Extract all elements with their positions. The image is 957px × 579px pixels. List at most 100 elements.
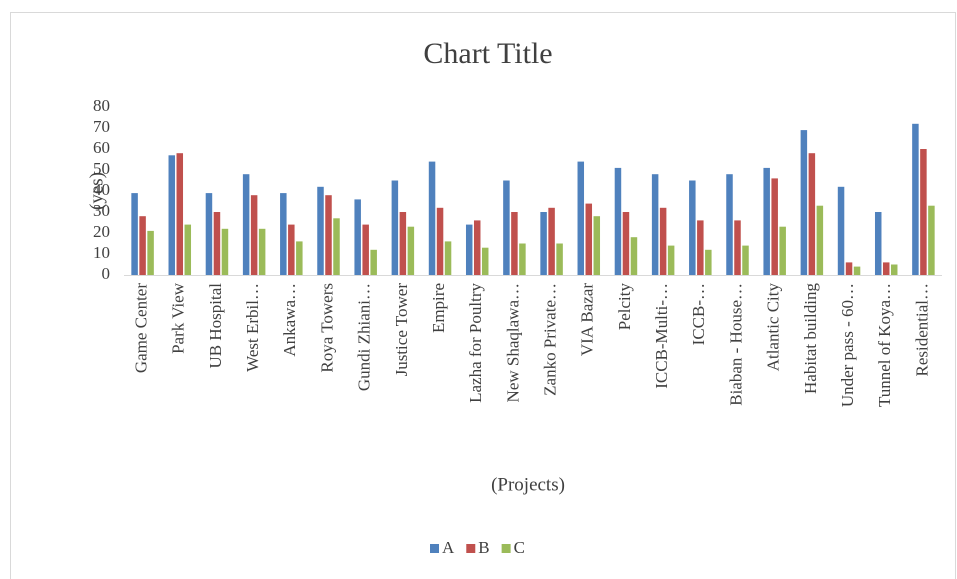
x-tick-label: ICCB-Multi-… — [652, 283, 671, 389]
x-tick-label: Justice Tower — [392, 283, 411, 377]
bar — [519, 243, 526, 275]
y-tick-label: 50 — [93, 159, 110, 178]
bar — [920, 149, 927, 275]
bar — [176, 153, 184, 275]
x-tick-label: Game Center — [131, 283, 150, 373]
y-tick-label: 10 — [93, 243, 110, 262]
bar — [667, 245, 675, 275]
bar — [726, 174, 733, 275]
bar — [622, 212, 630, 275]
x-tick-label: Habitat building — [801, 283, 820, 394]
legend-label: C — [514, 538, 525, 557]
bar — [436, 207, 444, 275]
x-tick-label: Gundi Zhiani… — [355, 283, 374, 391]
bar — [465, 224, 473, 275]
bar — [139, 216, 146, 275]
y-tick-label: 0 — [102, 264, 111, 283]
bar — [651, 174, 659, 275]
bar — [771, 178, 778, 275]
bar — [556, 243, 563, 275]
x-tick-label: Biaban - House… — [726, 283, 745, 406]
bar — [317, 186, 324, 275]
legend-label: A — [442, 538, 455, 557]
bar — [325, 195, 332, 275]
bar — [131, 193, 138, 275]
bar — [800, 130, 808, 275]
bar — [630, 237, 638, 275]
bar — [614, 167, 622, 275]
bar — [837, 186, 845, 275]
y-tick-label: 80 — [93, 96, 110, 115]
y-axis-label: (yes) — [86, 172, 107, 210]
x-tick-label: VIA Bazar — [578, 283, 597, 357]
x-tick-label: Pelcity — [615, 283, 634, 331]
bar — [184, 224, 192, 275]
bar — [481, 247, 489, 275]
bar — [705, 249, 712, 275]
legend-swatch — [430, 544, 439, 553]
bar — [816, 205, 824, 275]
x-tick-label: ICCB-… — [689, 283, 708, 345]
bar — [503, 180, 510, 275]
bar — [928, 205, 935, 275]
bar — [689, 180, 696, 275]
y-tick-label: 60 — [93, 138, 110, 157]
bar — [853, 266, 861, 275]
legend-swatch — [466, 544, 476, 553]
bar — [242, 174, 250, 275]
x-tick-label: Under pass - 60… — [838, 283, 857, 407]
bar — [428, 161, 436, 275]
bar — [845, 262, 853, 275]
chart-title: Chart Title — [423, 37, 552, 70]
bar — [882, 262, 890, 275]
bar — [288, 224, 295, 275]
y-tick-label: 20 — [93, 222, 110, 241]
bar — [779, 226, 786, 275]
y-tick-label: 30 — [93, 201, 110, 220]
legend-swatch — [501, 544, 511, 553]
x-tick-label: UB Hospital — [206, 283, 225, 369]
bar — [370, 249, 377, 275]
bar — [540, 212, 547, 275]
bar — [593, 216, 601, 275]
bar — [473, 220, 481, 275]
bar — [763, 167, 770, 275]
bar — [407, 226, 415, 275]
chart-border — [10, 12, 956, 579]
bar — [912, 123, 919, 275]
x-tick-label: Atlantic City — [764, 283, 783, 372]
bar — [808, 153, 816, 275]
bar — [147, 230, 154, 275]
bar — [511, 212, 518, 275]
x-tick-label: Lazha for Poultry — [466, 283, 485, 403]
x-axis-label: (Projects) — [491, 474, 565, 495]
bar — [585, 203, 593, 275]
x-tick-label: West Erbil… — [243, 283, 262, 372]
bar — [399, 212, 407, 275]
x-tick-label: Empire — [429, 283, 448, 333]
bar — [548, 207, 555, 275]
bar — [213, 212, 221, 275]
x-tick-label: Park View — [169, 282, 188, 354]
bar — [280, 193, 287, 275]
bar — [205, 193, 213, 275]
bar — [250, 195, 258, 275]
bar — [296, 241, 303, 275]
x-tick-label: Residential… — [912, 283, 931, 376]
bar — [333, 218, 340, 275]
bar — [577, 161, 585, 275]
bar — [258, 228, 266, 275]
x-tick-label: Ankawa… — [280, 283, 299, 357]
bar — [444, 241, 452, 275]
bar — [697, 220, 704, 275]
legend-label: B — [478, 538, 489, 557]
x-tick-label: Tunnel of Koya… — [875, 283, 894, 407]
bar — [354, 199, 361, 275]
bar — [874, 212, 882, 275]
bar — [391, 180, 399, 275]
bar — [168, 155, 176, 275]
y-tick-label: 70 — [93, 117, 110, 136]
x-tick-label: Zanko Private… — [540, 283, 559, 396]
y-tick-label: 40 — [93, 180, 110, 199]
